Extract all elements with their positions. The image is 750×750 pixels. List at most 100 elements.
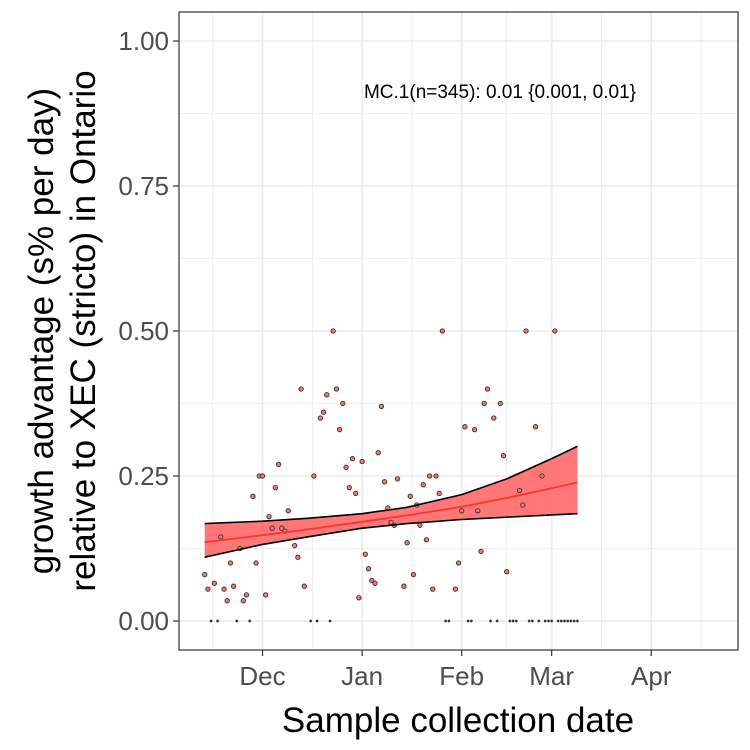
data-point (324, 392, 330, 398)
y-tick-label: 0.00 (118, 606, 169, 636)
data-point (569, 619, 573, 623)
data-point (349, 455, 356, 462)
data-point (298, 386, 304, 392)
data-point (394, 476, 401, 482)
data-point (430, 586, 436, 592)
data-point (550, 619, 554, 623)
data-point (230, 583, 237, 589)
data-point (259, 473, 266, 479)
y-axis-title: growth advantage (s% per day)relative to… (22, 70, 103, 591)
data-point (426, 473, 433, 479)
data-point (309, 619, 313, 623)
data-point (466, 619, 470, 623)
data-point (285, 508, 291, 514)
data-point (266, 513, 272, 520)
data-point (359, 458, 365, 465)
data-point (209, 619, 213, 623)
data-point (336, 426, 343, 433)
data-point (407, 493, 413, 499)
data-point (243, 592, 250, 598)
data-point (489, 619, 492, 623)
data-point (527, 619, 531, 623)
data-point (275, 461, 282, 468)
data-point (343, 464, 349, 470)
data-point (272, 484, 279, 491)
data-point (514, 619, 518, 623)
x-tick-label: Apr (631, 661, 672, 691)
data-point (315, 619, 319, 623)
data-point (301, 583, 307, 589)
data-point (462, 424, 468, 430)
x-axis-title: Sample collection date (282, 701, 634, 740)
data-point (556, 619, 560, 623)
data-point (491, 415, 497, 421)
data-point (520, 502, 526, 508)
data-point (508, 619, 512, 623)
y-axis-title-line: growth advantage (s% per day) (22, 88, 61, 574)
data-point (317, 415, 324, 421)
data-point (340, 400, 346, 407)
x-tick-label: Feb (439, 661, 484, 691)
axis-ticks (173, 40, 652, 656)
data-point (369, 577, 375, 584)
confidence-band (204, 446, 578, 558)
data-points (202, 328, 579, 623)
data-point (484, 386, 491, 392)
data-point (372, 580, 378, 586)
data-point (362, 551, 368, 557)
data-point (375, 450, 381, 456)
data-point (423, 537, 430, 543)
data-point (531, 619, 534, 623)
data-point (365, 566, 372, 572)
fit-line (204, 481, 578, 543)
data-point (559, 619, 563, 623)
data-point (547, 619, 550, 623)
data-point (511, 619, 515, 623)
data-point (224, 598, 230, 604)
grid-lines (179, 12, 738, 650)
data-point (250, 493, 256, 499)
data-point (410, 571, 417, 578)
data-point (500, 453, 507, 459)
data-point (523, 328, 529, 334)
confidence-band-lower-edge (204, 512, 578, 558)
data-point (320, 409, 327, 415)
data-point (566, 619, 570, 623)
data-point (218, 534, 224, 540)
x-tick-label: Mar (529, 661, 574, 691)
data-point (543, 619, 547, 623)
data-point (240, 598, 246, 604)
data-point (433, 473, 439, 479)
data-point (459, 508, 465, 514)
confidence-band-upper-edge (204, 445, 578, 525)
data-point (227, 560, 234, 566)
x-tick-label: Dec (239, 661, 285, 691)
y-tick-label: 0.25 (118, 461, 169, 491)
data-point (356, 595, 362, 601)
data-point (404, 540, 410, 546)
data-point (378, 403, 385, 410)
data-point (469, 619, 473, 623)
data-point (269, 525, 275, 531)
data-point (516, 487, 523, 494)
data-point (552, 328, 558, 334)
data-point (253, 560, 259, 566)
data-point (333, 386, 340, 392)
data-point (263, 592, 269, 598)
data-point (401, 583, 407, 589)
axis-tick-labels: 0.00 0.25 0.50 0.75 1.00 Dec Jan Feb Mar Apr (118, 26, 671, 691)
y-tick-label: 1.00 (118, 26, 169, 56)
data-point (353, 490, 359, 497)
data-point (311, 473, 317, 479)
data-point (572, 619, 576, 623)
data-point (439, 328, 446, 334)
data-point (532, 424, 539, 430)
data-point (381, 479, 388, 485)
data-point (436, 490, 442, 497)
data-point (495, 619, 499, 623)
y-tick-label: 0.50 (118, 316, 169, 346)
data-point (539, 473, 545, 479)
data-point (211, 580, 217, 586)
